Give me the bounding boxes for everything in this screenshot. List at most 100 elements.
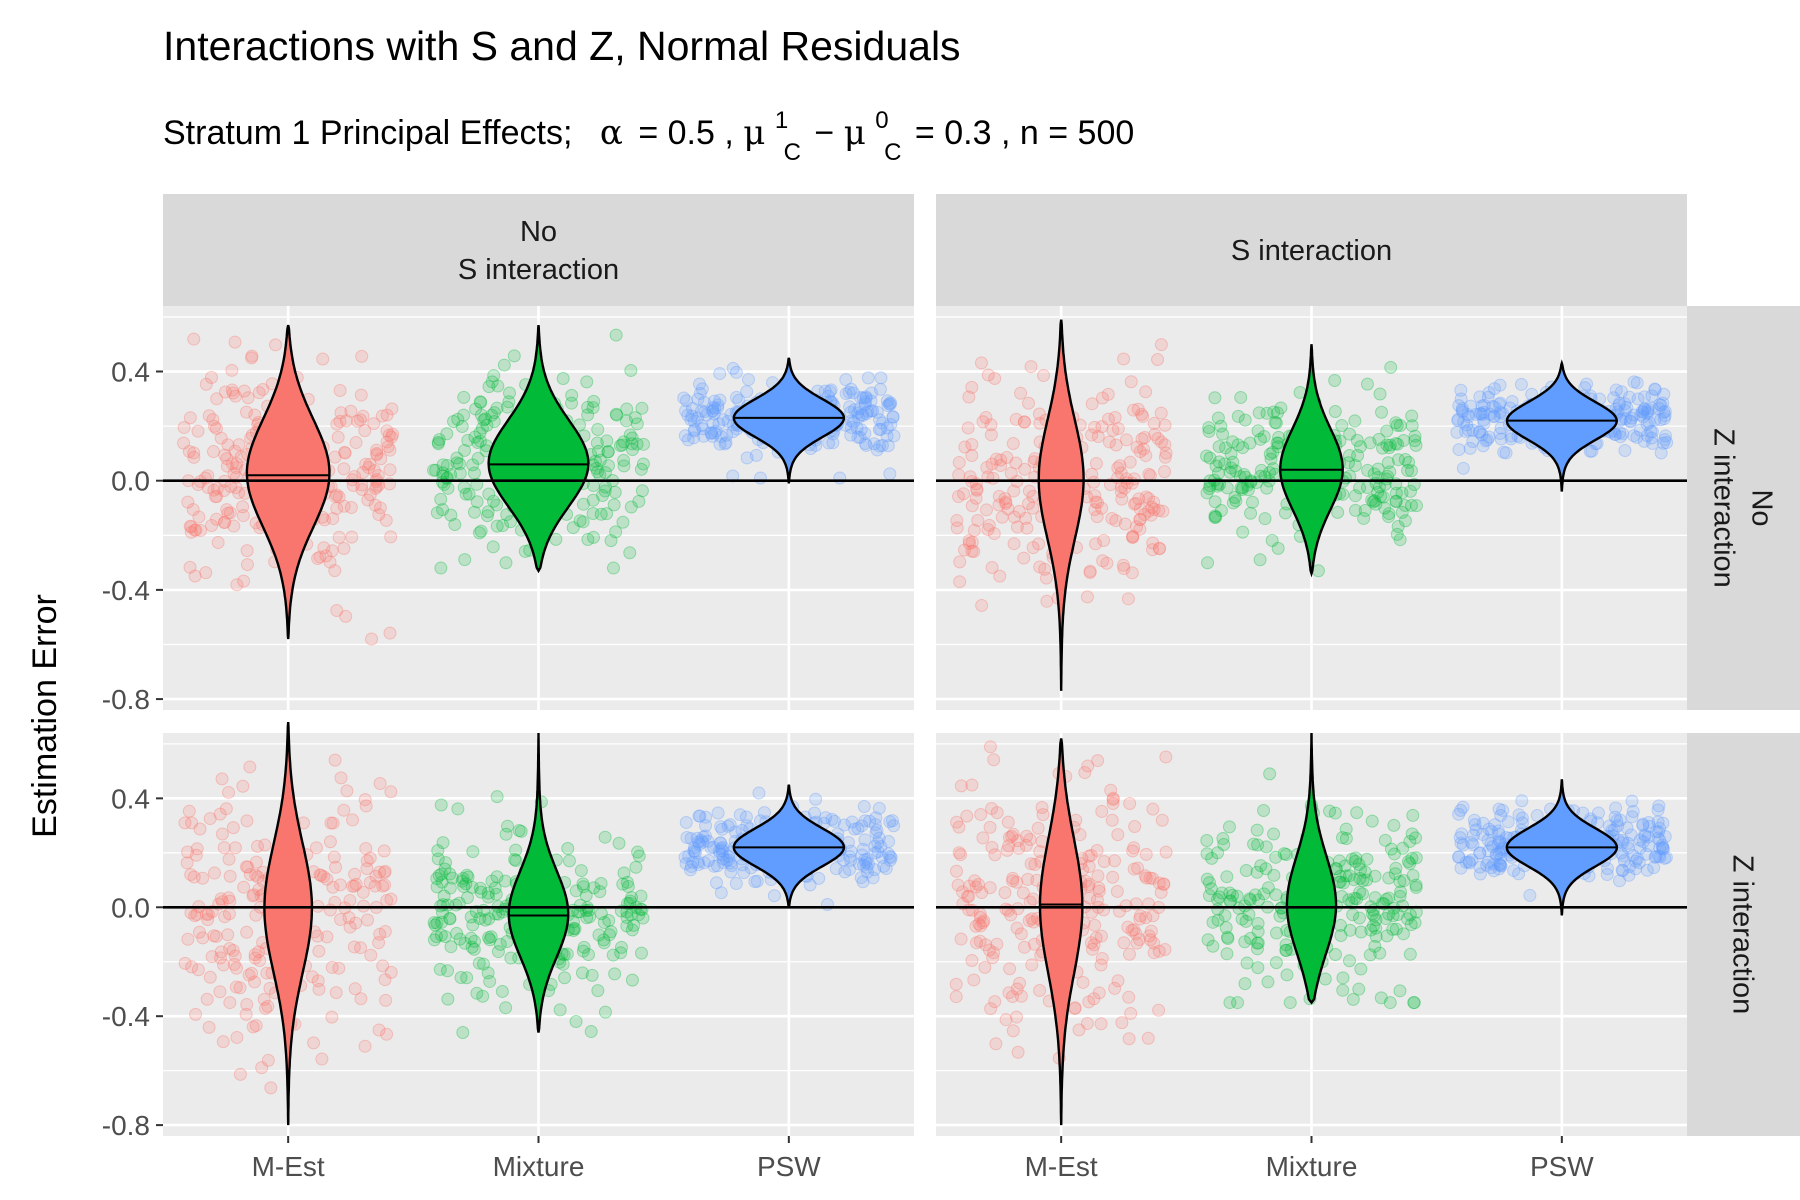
jitter-point [311,552,325,566]
jitter-point [491,379,505,393]
jitter-point [367,464,381,478]
jitter-point [1125,566,1139,580]
jitter-point [636,457,650,471]
jitter-point [482,380,496,394]
jitter-point [436,836,450,850]
y-axis-title: Estimation Error [26,594,64,838]
jitter-point [591,984,605,998]
jitter-point [456,871,470,885]
jitter-point [431,435,445,449]
jitter-point [222,891,236,905]
jitter-point [328,753,342,767]
jitter-point [222,852,236,866]
jitter-point [1467,813,1481,827]
jitter-point [1250,476,1264,490]
jitter-point [1657,405,1671,419]
jitter-point [504,515,518,529]
jitter-point [1642,839,1656,853]
jitter-point [1369,497,1383,511]
jitter-point [1260,406,1274,420]
jitter-point [1391,453,1405,467]
jitter-point [1493,427,1507,441]
jitter-point [436,503,450,517]
jitter-point [953,575,967,589]
jitter-point [375,409,389,423]
jitter-point [950,864,964,878]
jitter-point [1614,430,1628,444]
jitter-point [379,513,393,527]
jitter-point [360,854,374,868]
jitter-point [1133,502,1147,516]
jitter-point [490,790,504,804]
jitter-point [1374,489,1388,503]
jitter-point [679,404,693,418]
jitter-point [1475,428,1489,442]
jitter-point [616,877,630,891]
jitter-point [239,405,253,419]
jitter-point [376,959,390,973]
jitter-point [190,842,204,856]
jitter-point [1238,977,1252,991]
jitter-point [1250,865,1264,879]
jitter-point [692,858,706,872]
jitter-point [726,361,740,375]
jitter-point [230,961,244,975]
jitter-point [1493,396,1507,410]
jitter-point [430,930,444,944]
jitter-point [1158,450,1172,464]
jitter-point [1123,455,1137,469]
jitter-point [1019,511,1033,525]
jitter-point [1357,511,1371,525]
subtitle-alpha: α [600,113,623,153]
jitter-point [1038,562,1052,576]
jitter-point [334,913,348,927]
jitter-point [223,996,237,1010]
jitter-point [1451,414,1465,428]
jitter-point [1135,407,1149,421]
jitter-point [383,626,397,640]
jitter-point [507,349,521,363]
jitter-point [809,792,823,806]
jitter-point [482,912,496,926]
subtitle-diff-value: 0.3 [944,114,991,152]
jitter-point [707,407,721,421]
jitter-point [1159,446,1173,460]
jitter-point [430,880,444,894]
jitter-point [1240,956,1254,970]
jitter-point [636,437,650,451]
jitter-point [361,913,375,927]
jitter-point [688,423,702,437]
jitter-point [1114,485,1128,499]
jitter-point [1040,594,1054,608]
jitter-point [467,505,481,519]
jitter-point [713,393,727,407]
jitter-point [1223,895,1237,909]
jitter-point [434,492,448,506]
jitter-point [1627,429,1641,443]
jitter-point [1343,469,1357,483]
jitter-point [1085,428,1099,442]
jitter-point [362,461,376,475]
jitter-point [1641,402,1655,416]
jitter-point [856,409,870,423]
row-strip-label: Z interaction [1727,855,1759,1015]
jitter-point [566,923,580,937]
jitter-point [752,786,766,800]
subtitle-mu-sub-1: C [784,139,801,166]
jitter-point [1147,946,1161,960]
jitter-point [435,915,449,929]
jitter-point [429,463,443,477]
jitter-point [1212,455,1226,469]
jitter-point [875,438,889,452]
jitter-point [1523,888,1537,902]
jitter-point [239,1007,253,1021]
jitter-point [883,397,897,411]
jitter-point [313,868,327,882]
jitter-point [691,392,705,406]
jitter-point [1146,536,1160,550]
jitter-point [499,1001,513,1015]
jitter-point [219,802,233,816]
y-tick-label: 0.4 [111,357,150,388]
jitter-point [356,885,370,899]
jitter-point [1271,436,1285,450]
